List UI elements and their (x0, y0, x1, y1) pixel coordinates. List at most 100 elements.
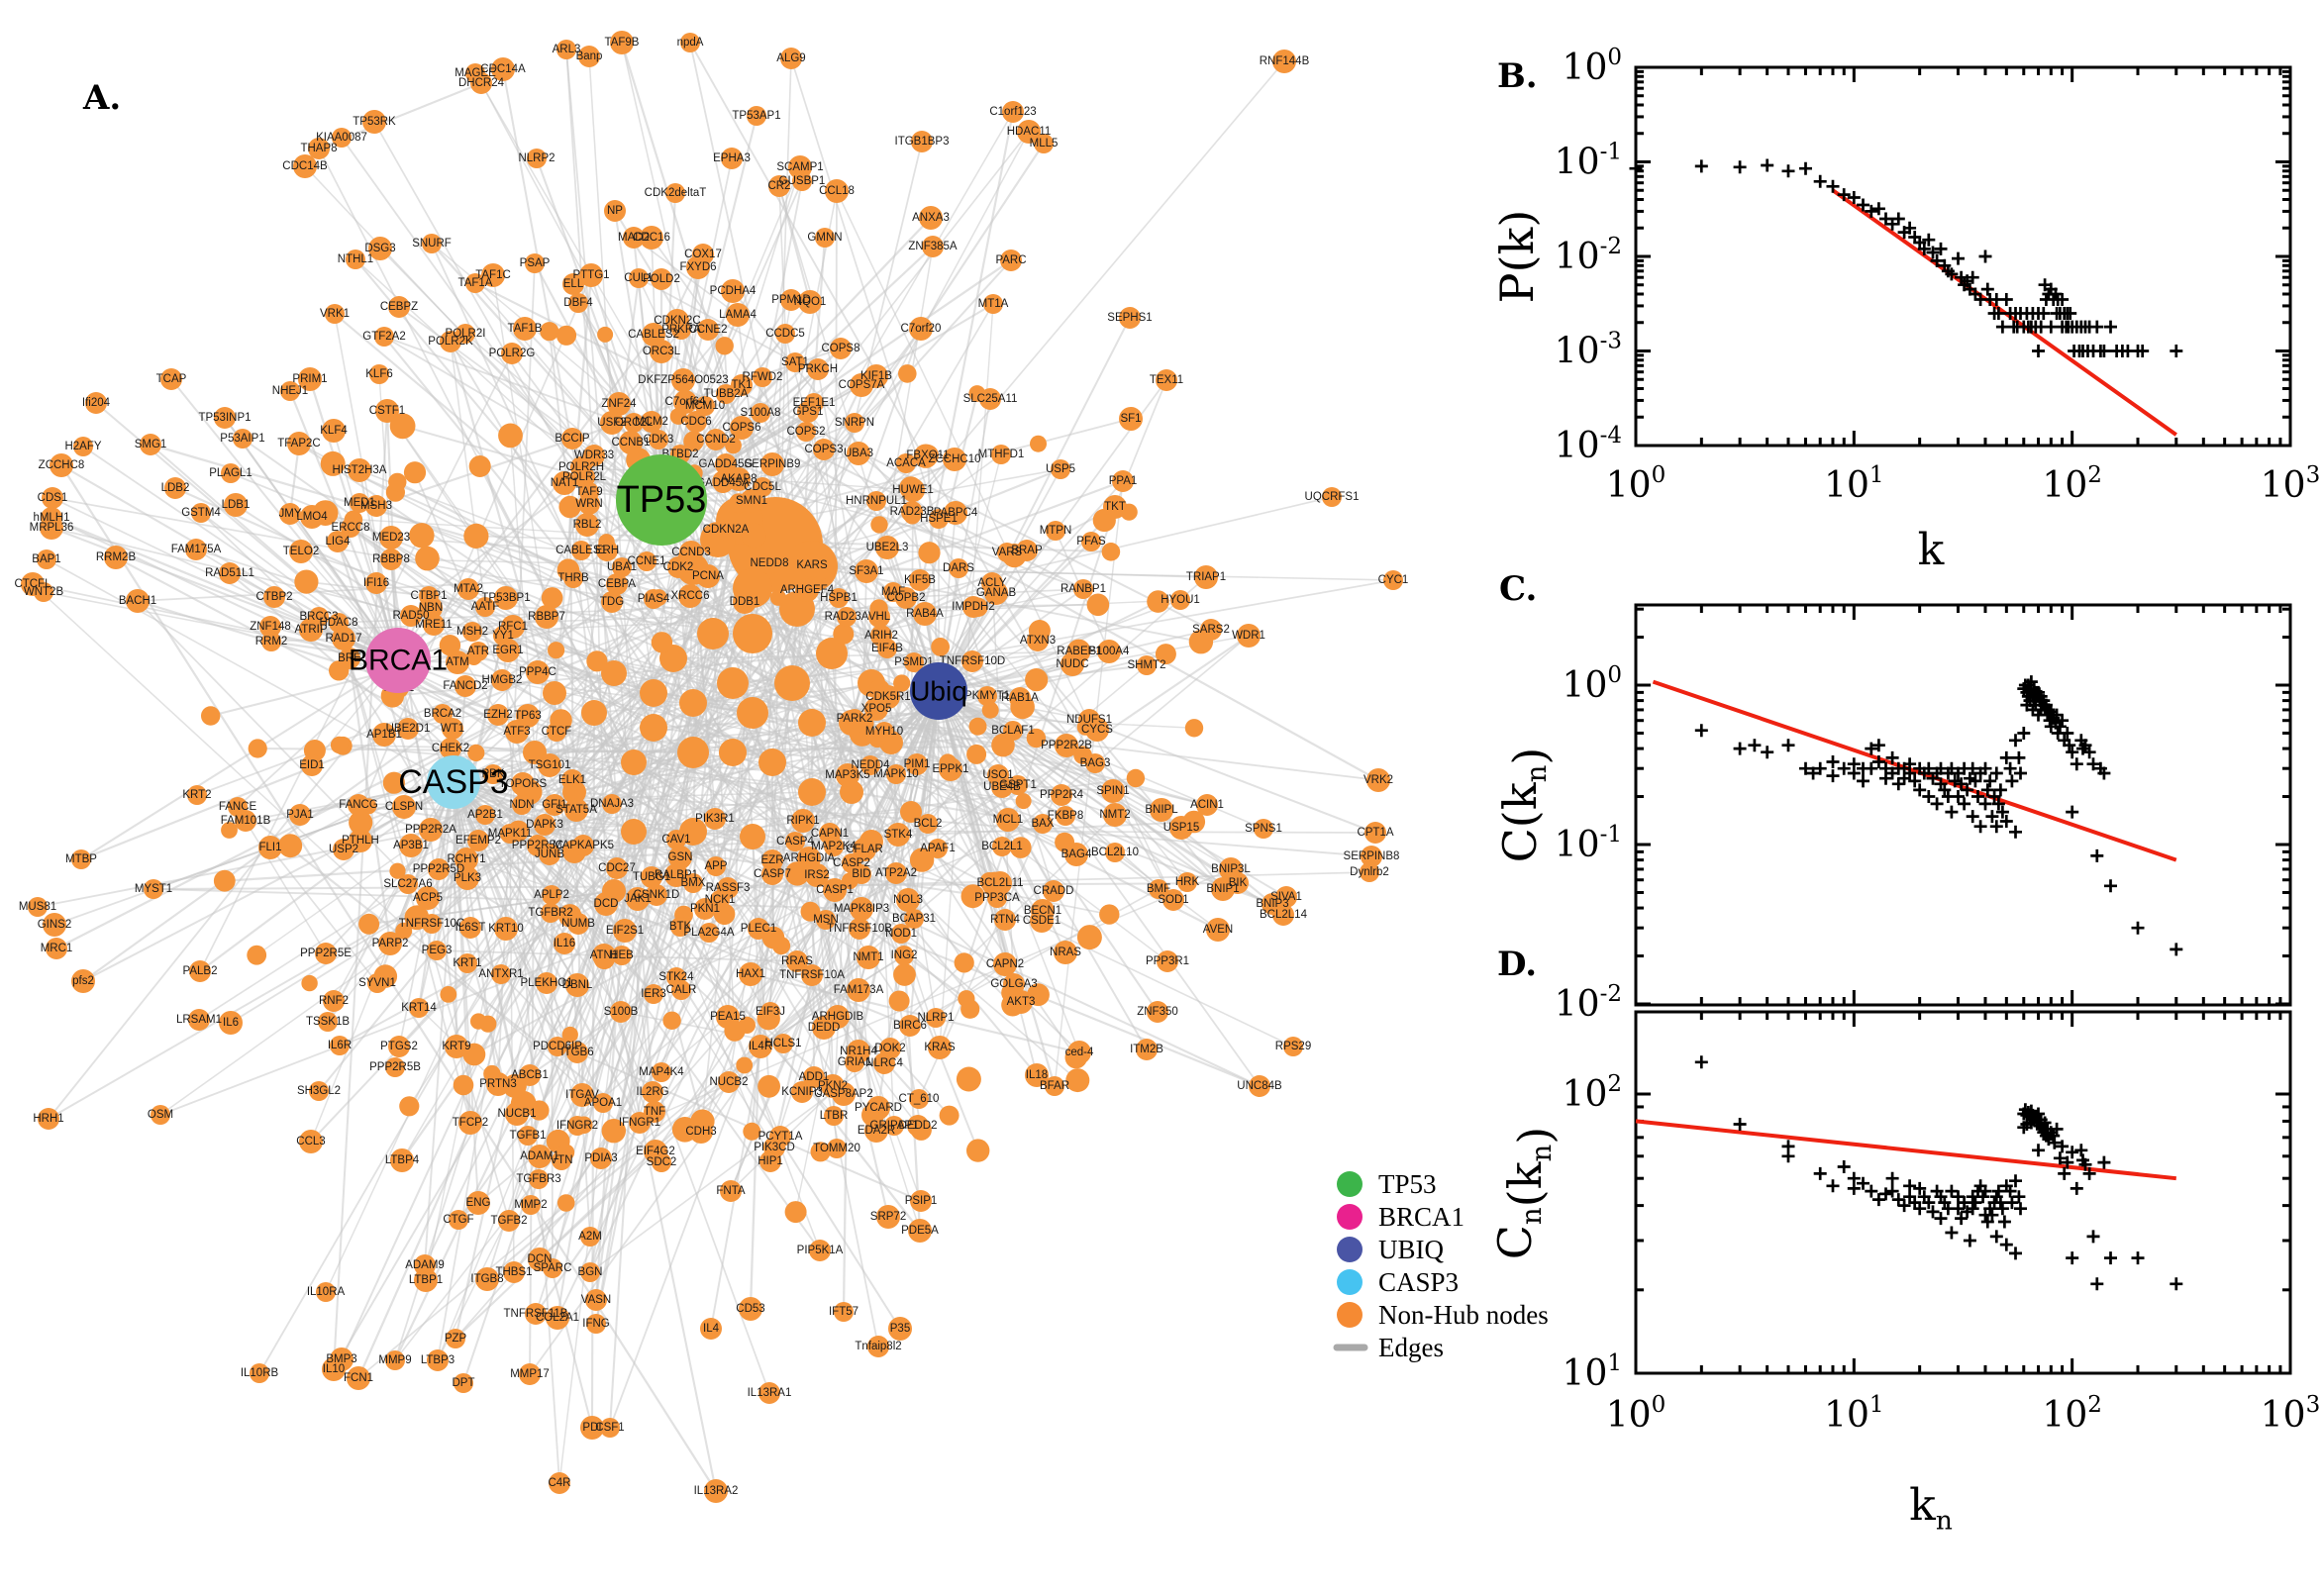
network-node-label: PTTG1 (572, 269, 609, 281)
network-node-label: IL10RA (307, 1286, 346, 1298)
network-node-label: VARS (992, 547, 1023, 558)
network-node-label: SPIN1 (1096, 785, 1129, 797)
network-node (380, 549, 402, 570)
network-node (528, 1145, 552, 1168)
network-node (685, 411, 707, 433)
network-node (398, 874, 418, 894)
legend-label-tp53: TP53 (1378, 1169, 1437, 1199)
network-node-label: UBE2D1 (386, 723, 431, 735)
network-node (1194, 565, 1218, 589)
network-node-label: RBL2 (573, 519, 602, 531)
network-node-label: CPT1A (1357, 827, 1393, 839)
network-node-label: MSH2 (456, 626, 488, 638)
network-node (864, 1119, 888, 1143)
network-node-label: FLI1 (258, 842, 281, 853)
network-node (803, 1066, 825, 1088)
network-node-label: EIF3J (756, 1006, 785, 1018)
network-node-label: GSPT1 (999, 779, 1037, 791)
network-node (791, 1081, 813, 1103)
network-node (646, 884, 667, 906)
network-node-label: BMF (1147, 883, 1170, 895)
network-node (308, 138, 330, 159)
scatter-points (1629, 158, 2183, 357)
axis-label: P(k) (1490, 210, 1544, 304)
network-node-label: TELO2 (283, 546, 319, 557)
network-node-label: PDCD6IP (533, 1041, 582, 1052)
network-node-label: GRIA1 (838, 1056, 872, 1068)
network-node (419, 818, 443, 842)
network-node-label: RFC1 (498, 621, 528, 633)
network-node (680, 33, 700, 52)
network-node (322, 419, 346, 443)
network-node-label: POLR2I (446, 328, 486, 340)
network-node (730, 416, 754, 440)
network-node (459, 917, 481, 939)
network-node-label: LTBP1 (409, 1274, 443, 1286)
network-node (606, 573, 628, 595)
network-node-label: MCM10 (685, 400, 725, 412)
network-node-label: VASN (581, 1294, 611, 1306)
network-node (561, 428, 583, 449)
network-node (928, 1036, 952, 1059)
network-node-label: MAPK11 (488, 828, 533, 840)
network-node-label: C1orf123 (989, 106, 1036, 118)
network-node-label: PJA1 (286, 809, 314, 821)
network-node-label: PRKRA (661, 324, 701, 336)
network-node (442, 718, 463, 740)
network-node (911, 131, 933, 152)
network-node (1009, 990, 1033, 1014)
network-node (529, 1169, 549, 1189)
network-node-label: COPS8 (822, 343, 860, 354)
network-node (462, 622, 482, 642)
network-node-label: CCL18 (819, 185, 855, 197)
network-node-label: CDC16 (633, 232, 670, 244)
network-node (904, 909, 924, 929)
tick-label: 10-2 (1555, 234, 1622, 277)
network-node (906, 753, 928, 775)
network-node-label: CDK5R1 (865, 691, 910, 703)
network-node (805, 863, 829, 887)
legend-label-nonhub: Non-Hub nodes (1378, 1300, 1549, 1330)
network-node-label: ATN1 (590, 949, 619, 961)
network-node-label: MYH10 (865, 726, 903, 738)
network-node-label: YY1 (492, 630, 514, 642)
network-node-label: CSNK1D (634, 889, 680, 901)
network-node-label: SERPINB9 (745, 458, 801, 470)
network-node (73, 437, 93, 456)
network-node (624, 413, 644, 433)
network-node (809, 1240, 831, 1261)
network-node-label: BCAP31 (892, 913, 936, 925)
network-node (697, 319, 719, 341)
network-node (385, 1057, 405, 1077)
network-node (553, 471, 576, 495)
network-node (527, 149, 547, 168)
network-node (847, 978, 870, 1002)
network-node (860, 755, 880, 775)
network-node-label: SLC27A6 (383, 878, 432, 890)
network-node (875, 536, 899, 559)
network-node-label: IL13RA2 (694, 1485, 739, 1497)
network-node-label: TRIAP1 (1186, 571, 1226, 583)
network-node (1067, 1041, 1091, 1064)
network-node-label: ZNF148 (250, 621, 291, 633)
network-node-label: SYVN1 (358, 977, 396, 989)
network-node-label: CD53 (736, 1303, 764, 1315)
network-node-label: RRM2B (96, 551, 137, 563)
network-node (1169, 816, 1193, 840)
network-node-label: MED23 (372, 532, 410, 544)
axis-label: kn (1909, 1480, 1953, 1537)
network-node-label: SDC2 (647, 1156, 677, 1168)
network-node-label: UBA1 (607, 561, 637, 573)
network-node (1003, 721, 1023, 741)
network-node-label: ATXN3 (1020, 635, 1056, 647)
network-node (1360, 862, 1379, 882)
network-node-label: GUSBP1 (779, 175, 826, 187)
network-node (187, 785, 207, 805)
network-node-label: PALB2 (183, 965, 218, 977)
network-node (904, 652, 924, 672)
network-node-label: RAB4A (906, 608, 944, 620)
network-node (943, 448, 966, 471)
network-node-label: NLRP1 (917, 1012, 954, 1024)
network-node-label: PKN1 (690, 903, 720, 915)
network-node-label: PKMYT1 (964, 690, 1010, 702)
